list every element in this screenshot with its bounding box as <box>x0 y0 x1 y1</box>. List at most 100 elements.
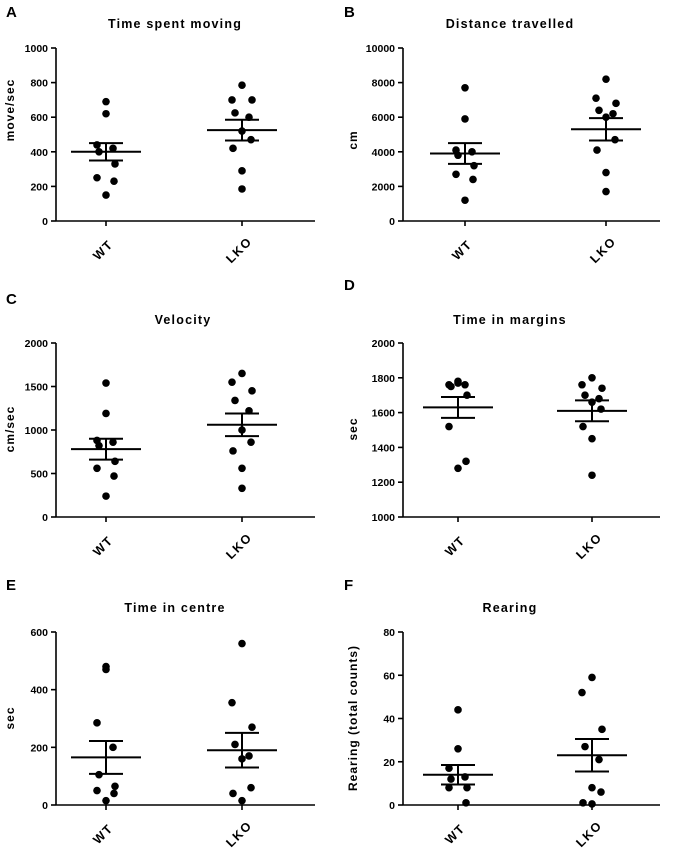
data-point <box>238 127 246 135</box>
x-tick-label: LKO <box>587 234 619 266</box>
data-point <box>229 789 237 798</box>
data-point <box>238 639 246 648</box>
data-point <box>102 409 110 418</box>
data-point <box>228 698 236 707</box>
data-point <box>111 457 119 466</box>
data-point <box>245 752 253 760</box>
data-point <box>102 109 110 118</box>
y-axis-label: sec <box>3 706 17 729</box>
panel-E: E Time in centre sec 0 200 400 600 WT LKO <box>3 577 315 850</box>
panel-letter: D <box>344 277 355 294</box>
data-point <box>248 96 256 104</box>
y-tick-label: 1200 <box>372 477 396 489</box>
y-tick-label: 500 <box>30 469 48 481</box>
y-tick-label: 1500 <box>25 382 49 394</box>
data-point <box>95 148 103 156</box>
data-point <box>454 464 462 473</box>
data-point <box>93 786 101 795</box>
panel-letter: A <box>6 4 17 21</box>
data-point <box>111 160 119 168</box>
data-point <box>248 723 256 731</box>
data-point <box>454 379 462 387</box>
data-point <box>95 441 103 450</box>
data-point <box>238 464 246 473</box>
data-point <box>595 106 603 115</box>
y-tick-label: 400 <box>30 685 48 697</box>
y-tick-label: 60 <box>383 670 395 682</box>
data-point <box>238 484 246 493</box>
y-tick-label: 8000 <box>372 78 396 90</box>
data-point <box>461 115 469 123</box>
x-tick-label: LKO <box>223 818 255 850</box>
data-point <box>462 457 470 466</box>
data-point <box>445 422 453 431</box>
data-point <box>245 113 253 121</box>
chart-title: Velocity <box>155 313 212 327</box>
data-point <box>238 426 246 434</box>
data-point <box>102 379 110 387</box>
data-point <box>93 464 101 473</box>
data-point <box>461 380 469 389</box>
data-point <box>93 719 101 727</box>
y-tick-label: 1000 <box>25 425 49 437</box>
data-point <box>93 141 101 149</box>
y-tick-label: 200 <box>30 742 48 754</box>
data-point <box>611 135 619 144</box>
data-point <box>238 796 246 805</box>
x-tick-label: WT <box>90 821 116 847</box>
data-point <box>588 374 596 382</box>
data-point <box>602 187 610 196</box>
y-tick-label: 200 <box>30 181 48 193</box>
data-point <box>445 764 453 773</box>
y-tick-label: 10000 <box>366 43 395 55</box>
data-point <box>595 394 603 403</box>
data-point <box>238 185 246 193</box>
data-point <box>109 743 117 752</box>
y-tick-label: 0 <box>389 216 395 228</box>
data-point <box>454 151 462 160</box>
x-tick-label: LKO <box>223 234 255 266</box>
data-point <box>109 438 117 446</box>
data-point <box>231 396 239 405</box>
data-point <box>597 788 605 796</box>
data-point <box>238 167 246 175</box>
data-point <box>110 472 118 480</box>
data-point <box>595 755 603 764</box>
y-tick-label: 1000 <box>25 43 49 55</box>
data-point <box>588 800 596 808</box>
data-point <box>231 740 239 749</box>
y-tick-label: 2000 <box>25 338 49 350</box>
data-point <box>578 380 586 389</box>
data-point <box>598 725 606 734</box>
y-tick-label: 4000 <box>372 147 396 159</box>
data-point <box>245 407 253 415</box>
data-point <box>247 438 255 446</box>
data-point <box>597 405 605 413</box>
data-point <box>247 135 255 144</box>
data-point <box>102 796 110 805</box>
data-point <box>454 744 462 753</box>
data-point <box>588 783 596 792</box>
data-point <box>452 170 460 179</box>
data-point <box>102 97 110 106</box>
data-point <box>602 168 610 177</box>
data-point <box>581 391 589 400</box>
panel-D: D Time in margins sec 1000 1200 1400 1600 1800 2… <box>344 277 660 562</box>
data-point <box>463 783 471 792</box>
data-point <box>109 144 117 153</box>
y-axis-label: move/sec <box>3 79 17 142</box>
y-axis-label: sec <box>346 417 360 440</box>
data-point <box>229 447 237 455</box>
x-tick-label: LKO <box>573 530 605 562</box>
chart-title: Distance travelled <box>446 17 575 31</box>
data-point <box>602 113 610 121</box>
data-point <box>248 387 256 395</box>
data-point <box>445 783 453 792</box>
y-axis-label: cm <box>346 130 360 149</box>
data-point <box>102 492 110 500</box>
panel-letter: F <box>344 577 353 594</box>
y-tick-label: 1600 <box>372 408 396 420</box>
data-point <box>447 775 455 783</box>
y-axis-label: cm/sec <box>3 406 17 453</box>
y-tick-label: 2000 <box>372 338 396 350</box>
